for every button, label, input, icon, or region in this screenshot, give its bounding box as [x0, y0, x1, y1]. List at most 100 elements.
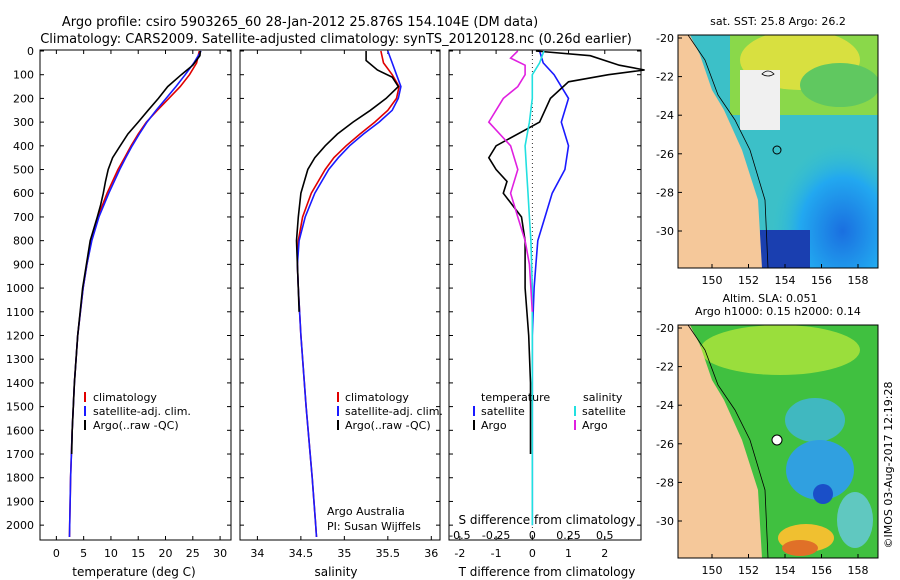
- lon-tick-label: 158: [848, 564, 869, 577]
- depth-tick-label: 500: [13, 164, 34, 177]
- legend-sat-label: satellite-adj. clim.: [93, 405, 191, 418]
- depth-tick-label: 400: [13, 140, 34, 153]
- depth-tick-label: 1200: [6, 329, 34, 342]
- lat-tick-label: -30: [656, 225, 674, 238]
- legend-clim-label: climatology: [345, 391, 409, 404]
- australia-coast-land: [678, 35, 762, 268]
- australia-coast-land: [678, 325, 762, 558]
- s-tick-label: -0.25: [482, 529, 510, 542]
- temperature-xlabel: temperature (deg C): [72, 565, 195, 579]
- depth-tick-label: 800: [13, 235, 34, 248]
- depth-tick-label: 700: [13, 211, 34, 224]
- legend-clim-label: climatology: [93, 391, 157, 404]
- difference-panel: -2 -1 0 1 2 T difference from climatology S …: [448, 49, 645, 579]
- x-tick-label: 34.5: [289, 547, 314, 560]
- lon-tick-label: 154: [775, 564, 796, 577]
- lat-tick-label: -24: [656, 399, 674, 412]
- sst-map-title: sat. SST: 25.8 Argo: 26.2: [710, 15, 846, 28]
- depth-tick-label: 900: [13, 258, 34, 271]
- depth-tick-label: 0: [27, 45, 34, 58]
- legend-temp-argo-label: Argo: [481, 419, 507, 432]
- lon-tick-label: 158: [848, 274, 869, 287]
- s-tick-label: 0.5: [596, 529, 614, 542]
- argo-float-location-marker: [772, 145, 782, 155]
- lat-tick-label: -20: [656, 32, 674, 45]
- legend-temp-sat-label: satellite: [481, 405, 525, 418]
- series-line-satellite-adj-clim-: [296, 50, 402, 538]
- float-program-note: Argo Australia: [327, 505, 405, 518]
- legend-argo-label: Argo(..raw -QC): [345, 419, 431, 432]
- depth-tick-label: 1500: [6, 401, 34, 414]
- argo-float-location-marker: [771, 434, 783, 446]
- temp-diff-argo-line: [487, 50, 645, 454]
- sal-diff-argo-line: [487, 50, 534, 312]
- lat-tick-label: -26: [656, 148, 674, 161]
- x-tick-label: 35.5: [376, 547, 401, 560]
- s-tick-label: -0.5: [449, 529, 470, 542]
- legend-sal-argo-label: Argo: [582, 419, 608, 432]
- lon-tick-label: 150: [702, 274, 723, 287]
- sal-diff-satellite-line: [524, 50, 545, 526]
- depth-tick-label: 600: [13, 187, 34, 200]
- depth-tick-label: 1300: [6, 353, 34, 366]
- lon-tick-label: 154: [775, 274, 796, 287]
- sla-map-title2: Argo h1000: 0.15 h2000: 0.14: [695, 305, 861, 318]
- x-tick-label: 2: [601, 547, 608, 560]
- difference-legend: temperature salinity satellite Argo sate…: [473, 391, 626, 432]
- x-tick-label: 36: [424, 547, 438, 560]
- salinity-xlabel: salinity: [314, 565, 357, 579]
- x-tick-label: 15: [131, 547, 145, 560]
- x-tick-label: 0: [529, 547, 536, 560]
- x-tick-label: 5: [80, 547, 87, 560]
- x-tick-label: 0: [53, 547, 60, 560]
- s-difference-label: S difference from climatology: [459, 513, 636, 527]
- legend-sal-sat-label: satellite: [582, 405, 626, 418]
- depth-tick-label: 200: [13, 92, 34, 105]
- sst-map: sat. SST: 25.8 Argo: 26.2 -20 -22 -24 -26 -2…: [656, 15, 879, 287]
- figure-title-line1: Argo profile: csiro 5903265_60 28-Jan-20…: [62, 15, 538, 30]
- legend-salinity-title: salinity: [583, 391, 623, 404]
- x-tick-label: 25: [186, 547, 200, 560]
- temperature-panel: 0100200300400500600700800900100011001200…: [6, 45, 232, 579]
- x-tick-label: 30: [213, 547, 227, 560]
- lat-tick-label: -22: [656, 71, 674, 84]
- x-tick-label: 35: [337, 547, 351, 560]
- lat-tick-label: -24: [656, 109, 674, 122]
- lat-tick-label: -30: [656, 515, 674, 528]
- depth-tick-label: 1700: [6, 448, 34, 461]
- depth-tick-label: 1800: [6, 472, 34, 485]
- salinity-legend: climatology satellite-adj. clim. Argo(..…: [337, 391, 443, 432]
- depth-tick-label: 300: [13, 116, 34, 129]
- lat-tick-label: -22: [656, 361, 674, 374]
- lon-tick-label: 156: [811, 274, 832, 287]
- temperature-legend: climatology satellite-adj. clim. Argo(..…: [84, 391, 191, 432]
- legend-argo-label: Argo(..raw -QC): [93, 419, 179, 432]
- lon-tick-label: 150: [702, 564, 723, 577]
- x-tick-label: 10: [104, 547, 118, 560]
- x-tick-label: 34: [250, 547, 264, 560]
- lon-tick-label: 152: [738, 564, 759, 577]
- salinity-panel: 34 34.5 35 35.5 36 salinity climatology sate…: [239, 49, 443, 579]
- depth-tick-label: 1400: [6, 377, 34, 390]
- legend-sat-label: satellite-adj. clim.: [345, 405, 443, 418]
- x-tick-label: -2: [454, 547, 465, 560]
- lat-tick-label: -20: [656, 322, 674, 335]
- sla-map-title1: Altim. SLA: 0.051: [722, 292, 817, 305]
- depth-tick-label: 1000: [6, 282, 34, 295]
- lon-tick-label: 152: [738, 274, 759, 287]
- legend-temperature-title: temperature: [481, 391, 550, 404]
- x-tick-label: -1: [491, 547, 502, 560]
- depth-tick-label: 1900: [6, 495, 34, 508]
- series-line-argo-raw-qc-: [295, 51, 400, 312]
- lat-tick-label: -26: [656, 438, 674, 451]
- t-difference-xlabel: T difference from climatology: [458, 565, 636, 579]
- series-line-argo-raw-qc-: [70, 50, 202, 455]
- float-pi-note: PI: Susan Wijffels: [327, 520, 421, 533]
- depth-tick-label: 2000: [6, 519, 34, 532]
- lat-tick-label: -28: [656, 476, 674, 489]
- depth-tick-label: 1100: [6, 306, 34, 319]
- sla-map: Altim. SLA: 0.051 Argo h1000: 0.15 h2000…: [656, 292, 879, 577]
- lon-tick-label: 156: [811, 564, 832, 577]
- imos-credit: ©IMOS 03-Aug-2017 12:19:28: [882, 382, 895, 549]
